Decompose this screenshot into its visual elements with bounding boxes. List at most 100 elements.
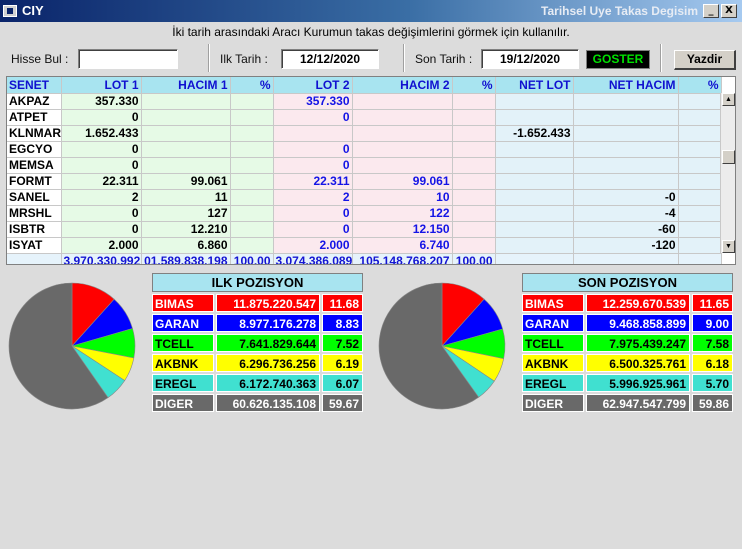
cell-lot1[interactable]: 0 [61, 221, 142, 238]
cell-lot2[interactable]: 3.074.386.089 [273, 253, 353, 264]
cell-lot1[interactable]: 2.000 [61, 237, 142, 254]
cell-pct3[interactable] [678, 173, 722, 190]
cell-lot2[interactable]: 0 [273, 205, 353, 222]
cell-lot2[interactable]: 0 [273, 109, 353, 126]
cell-hacim1[interactable]: 12.210 [141, 221, 231, 238]
cell-hacim2[interactable]: 6.740 [352, 237, 453, 254]
cell-senet[interactable]: ATPET [7, 109, 62, 126]
table-row[interactable]: MEMSA 0 0 [7, 157, 722, 174]
cell-net-hacim[interactable] [573, 141, 679, 158]
cell-senet[interactable]: MRSHL [7, 205, 62, 222]
table-row[interactable]: MRSHL 0 127 0 122 -4 [7, 205, 722, 222]
cell-pct1[interactable]: 100,00 [230, 253, 274, 264]
cell-lot1[interactable]: 0 [61, 109, 142, 126]
cell-net-lot[interactable] [495, 93, 574, 110]
cell-hacim1[interactable] [141, 157, 231, 174]
col-header-pct1[interactable]: % [230, 77, 274, 94]
scroll-down-arrow-icon[interactable]: ▼ [722, 240, 735, 253]
cell-senet[interactable]: ISYAT [7, 237, 62, 254]
table-row[interactable]: SANEL 2 11 2 10 -0 [7, 189, 722, 206]
table-row[interactable]: AKPAZ 357.330 357.330 [7, 93, 722, 110]
cell-lot2[interactable]: 0 [273, 141, 353, 158]
cell-hacim2[interactable] [352, 109, 453, 126]
cell-lot1[interactable]: 0 [61, 205, 142, 222]
cell-pct3[interactable] [678, 109, 722, 126]
cell-pct3[interactable] [678, 157, 722, 174]
cell-pct1[interactable] [230, 125, 274, 142]
cell-net-hacim[interactable] [573, 157, 679, 174]
cell-senet[interactable]: MEMSA [7, 157, 62, 174]
cell-pct3[interactable] [678, 189, 722, 206]
cell-net-lot[interactable] [495, 205, 574, 222]
close-button[interactable]: X [721, 4, 737, 18]
cell-pct2[interactable] [452, 141, 496, 158]
cell-hacim1[interactable] [141, 141, 231, 158]
cell-hacim2[interactable]: 122 [352, 205, 453, 222]
cell-lot1[interactable]: 2 [61, 189, 142, 206]
cell-senet[interactable]: SANEL [7, 189, 62, 206]
cell-pct1[interactable] [230, 237, 274, 254]
scroll-up-arrow-icon[interactable]: ▲ [722, 93, 735, 106]
cell-pct1[interactable] [230, 93, 274, 110]
cell-senet[interactable] [7, 253, 62, 264]
cell-pct2[interactable] [452, 221, 496, 238]
table-row[interactable]: ISYAT 2.000 6.860 2.000 6.740 -120 [7, 237, 722, 254]
cell-lot1[interactable]: 3.970.330.992 [61, 253, 142, 264]
son-tarih-field[interactable]: 19/12/2020 [481, 49, 579, 69]
cell-pct2[interactable] [452, 237, 496, 254]
totals-row[interactable]: 3.970.330.992 01.589.838.198 100,00 3.074.3… [7, 253, 722, 264]
cell-net-lot[interactable] [495, 189, 574, 206]
cell-pct2[interactable] [452, 125, 496, 142]
cell-lot2[interactable]: 2.000 [273, 237, 353, 254]
cell-hacim2[interactable]: 105.148.768.207 [352, 253, 453, 264]
cell-pct3[interactable] [678, 205, 722, 222]
cell-net-hacim[interactable] [573, 93, 679, 110]
col-header-pct3[interactable]: % [678, 77, 722, 94]
cell-net-hacim[interactable] [573, 109, 679, 126]
ilk-tarih-field[interactable]: 12/12/2020 [281, 49, 379, 69]
cell-net-hacim[interactable]: -4 [573, 205, 679, 222]
cell-lot2[interactable]: 357.330 [273, 93, 353, 110]
scroll-thumb[interactable] [722, 150, 735, 164]
col-header-hacim1[interactable]: HACIM 1 [141, 77, 231, 94]
col-header-lot1[interactable]: LOT 1 [61, 77, 142, 94]
cell-pct1[interactable] [230, 157, 274, 174]
cell-pct3[interactable] [678, 253, 722, 264]
cell-hacim1[interactable]: 99.061 [141, 173, 231, 190]
cell-net-lot[interactable] [495, 237, 574, 254]
col-header-hacim2[interactable]: HACIM 2 [352, 77, 453, 94]
cell-net-hacim[interactable]: -0 [573, 189, 679, 206]
cell-net-hacim[interactable] [573, 125, 679, 142]
cell-hacim1[interactable] [141, 109, 231, 126]
cell-pct1[interactable] [230, 109, 274, 126]
cell-net-lot[interactable] [495, 253, 574, 264]
cell-pct2[interactable] [452, 93, 496, 110]
cell-hacim1[interactable]: 01.589.838.198 [141, 253, 231, 264]
cell-net-hacim[interactable] [573, 173, 679, 190]
cell-hacim2[interactable]: 12.150 [352, 221, 453, 238]
takas-grid[interactable]: SENET LOT 1 HACIM 1 % LOT 2 HACIM 2 % NE… [6, 76, 736, 265]
cell-hacim1[interactable]: 127 [141, 205, 231, 222]
col-header-net-hacim[interactable]: NET HACIM [573, 77, 679, 94]
cell-net-hacim[interactable]: -60 [573, 221, 679, 238]
table-row[interactable]: EGCYO 0 0 [7, 141, 722, 158]
cell-lot2[interactable]: 0 [273, 221, 353, 238]
cell-lot2[interactable]: 2 [273, 189, 353, 206]
cell-hacim2[interactable]: 10 [352, 189, 453, 206]
cell-senet[interactable]: ISBTR [7, 221, 62, 238]
title-bar[interactable]: CIY Tarihsel Uye Takas Degisim _ X [0, 0, 742, 22]
yazdir-button[interactable]: Yazdir [674, 50, 736, 70]
cell-net-lot[interactable] [495, 109, 574, 126]
cell-lot1[interactable]: 0 [61, 157, 142, 174]
cell-senet[interactable]: AKPAZ [7, 93, 62, 110]
cell-net-hacim[interactable]: -120 [573, 237, 679, 254]
cell-lot2[interactable]: 22.311 [273, 173, 353, 190]
cell-senet[interactable]: FORMT [7, 173, 62, 190]
cell-net-lot[interactable] [495, 221, 574, 238]
cell-pct3[interactable] [678, 221, 722, 238]
cell-pct2[interactable] [452, 189, 496, 206]
col-header-senet[interactable]: SENET [7, 77, 62, 94]
cell-hacim2[interactable]: 99.061 [352, 173, 453, 190]
cell-pct1[interactable] [230, 173, 274, 190]
table-row[interactable]: KLNMAR 1.652.433 -1.652.433 [7, 125, 722, 142]
